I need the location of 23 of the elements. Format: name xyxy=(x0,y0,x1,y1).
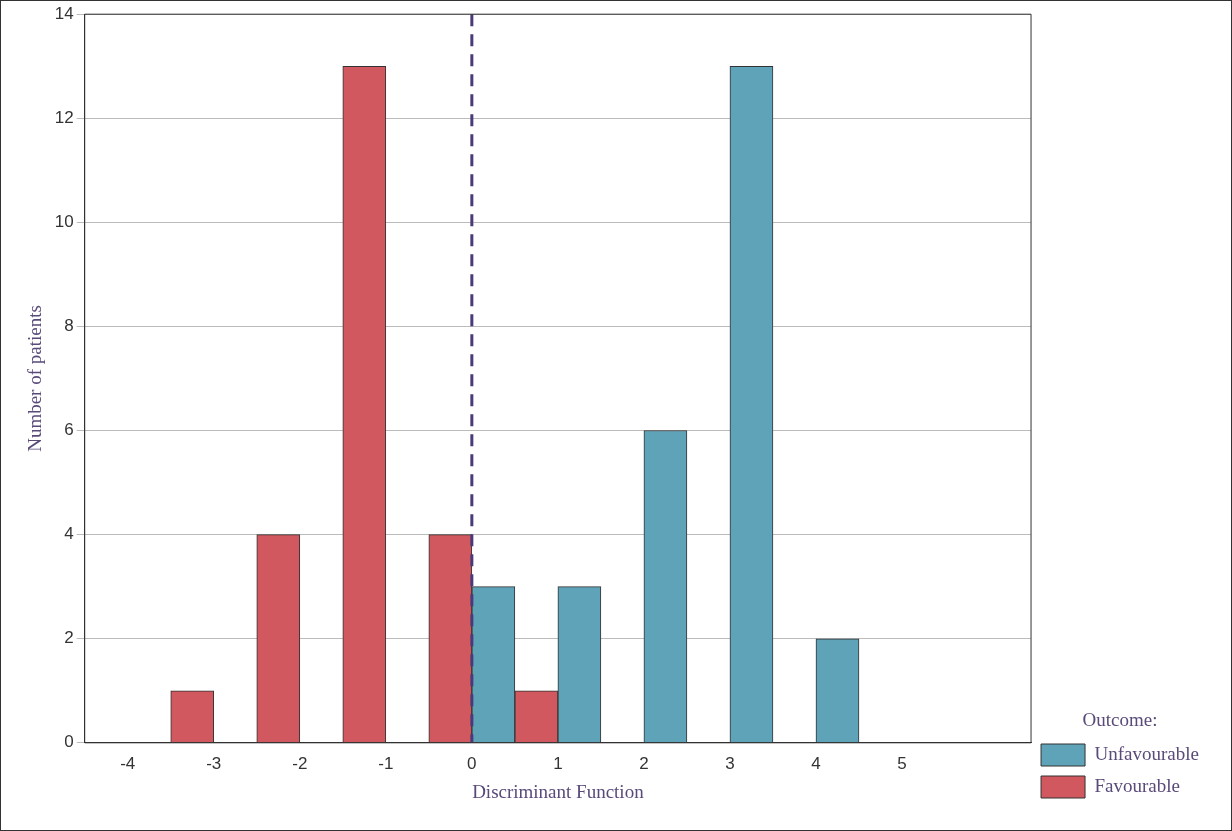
legend-title: Outcome: xyxy=(1082,708,1158,730)
y-tick-label: 10 xyxy=(54,212,74,232)
x-tick-label: 4 xyxy=(811,753,821,773)
x-tick-label: -1 xyxy=(378,753,394,773)
legend-label: Favourable xyxy=(1094,774,1181,796)
x-tick-label: 3 xyxy=(725,753,735,773)
x-tick-label: -3 xyxy=(206,753,222,773)
x-tick-label: 0 xyxy=(467,753,477,773)
x-tick-label: -4 xyxy=(120,753,136,773)
legend-label: Unfavourable xyxy=(1094,742,1200,764)
y-tick-label: 2 xyxy=(64,628,74,648)
x-tick-label: 1 xyxy=(553,753,563,773)
x-axis-title: Discriminant Function xyxy=(472,780,645,802)
x-tick-label: 2 xyxy=(639,753,649,773)
y-tick-label: 14 xyxy=(54,3,74,23)
x-tick-label: -2 xyxy=(292,753,308,773)
y-axis-title: Number of patients xyxy=(24,305,46,452)
y-tick-label: 6 xyxy=(64,420,74,440)
x-tick-label: 5 xyxy=(897,753,907,773)
y-tick-label: 4 xyxy=(64,524,74,544)
y-tick-label: 0 xyxy=(64,732,74,752)
y-tick-label: 12 xyxy=(54,107,74,127)
y-tick-label: 8 xyxy=(64,316,74,336)
